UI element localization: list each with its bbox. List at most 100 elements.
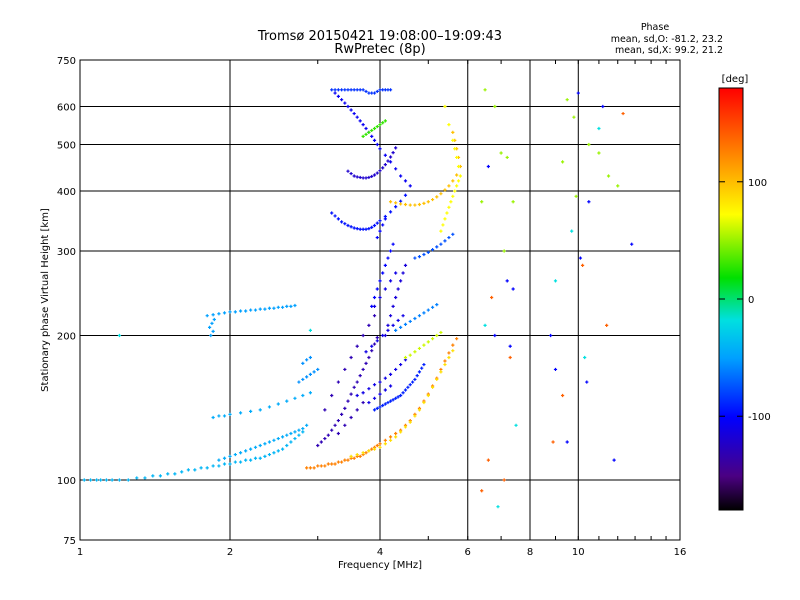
data-point bbox=[426, 200, 430, 204]
data-point bbox=[375, 443, 379, 448]
data-point bbox=[367, 227, 371, 231]
data-point bbox=[430, 197, 435, 202]
data-point bbox=[378, 147, 382, 151]
data-point bbox=[117, 478, 122, 482]
data-point bbox=[233, 452, 237, 457]
data-point bbox=[511, 200, 515, 204]
data-point bbox=[417, 314, 422, 318]
data-point bbox=[267, 452, 272, 457]
data-point bbox=[386, 159, 390, 163]
data-point bbox=[560, 393, 565, 398]
data-point bbox=[370, 134, 374, 138]
data-point bbox=[276, 305, 280, 309]
data-point bbox=[340, 460, 344, 464]
data-point bbox=[253, 308, 258, 312]
data-point bbox=[263, 454, 267, 459]
data-point bbox=[413, 256, 417, 260]
data-point bbox=[403, 355, 408, 360]
data-point bbox=[166, 472, 170, 476]
data-point bbox=[458, 174, 463, 178]
data-point bbox=[355, 88, 359, 92]
data-point bbox=[305, 358, 309, 362]
data-point bbox=[381, 403, 385, 408]
data-point bbox=[82, 478, 86, 482]
data-point bbox=[439, 330, 443, 335]
data-point bbox=[422, 400, 426, 405]
data-point bbox=[451, 194, 455, 198]
data-point bbox=[502, 249, 506, 253]
data-point bbox=[205, 314, 209, 318]
data-point bbox=[364, 227, 368, 231]
data-point bbox=[346, 458, 350, 462]
data-point bbox=[447, 355, 451, 360]
data-point bbox=[388, 438, 393, 442]
data-point bbox=[253, 456, 258, 460]
data-point bbox=[370, 344, 374, 348]
data-point bbox=[323, 464, 327, 468]
data-point bbox=[451, 232, 455, 236]
data-point bbox=[399, 174, 403, 178]
data-point bbox=[323, 436, 327, 441]
data-point bbox=[383, 442, 387, 446]
data-point bbox=[426, 340, 430, 344]
data-point bbox=[375, 171, 379, 175]
data-point bbox=[301, 361, 305, 365]
data-point bbox=[565, 440, 569, 444]
data-point bbox=[352, 111, 356, 116]
data-point bbox=[372, 138, 377, 142]
data-point bbox=[312, 466, 316, 470]
data-point bbox=[297, 433, 301, 437]
grid-lines bbox=[80, 60, 680, 540]
data-point bbox=[413, 377, 417, 382]
data-point bbox=[378, 88, 382, 92]
x-ticks: 1 2 4 6 8 10 16 bbox=[77, 60, 686, 558]
data-point bbox=[361, 367, 365, 372]
data-point bbox=[326, 462, 330, 466]
data-point bbox=[381, 271, 385, 275]
data-point bbox=[258, 443, 262, 448]
data-point bbox=[346, 104, 350, 109]
data-point bbox=[343, 88, 347, 92]
data-point bbox=[417, 346, 422, 351]
data-point bbox=[349, 171, 353, 176]
data-point bbox=[346, 88, 350, 92]
data-point bbox=[447, 351, 451, 355]
data-point bbox=[511, 287, 515, 291]
data-point bbox=[386, 328, 390, 332]
data-point bbox=[340, 412, 344, 417]
data-point bbox=[358, 374, 362, 378]
data-point bbox=[455, 173, 459, 177]
data-point bbox=[330, 428, 334, 432]
y-tick-label: 400 bbox=[57, 187, 76, 198]
data-point bbox=[361, 176, 365, 180]
data-point bbox=[319, 440, 323, 444]
data-point bbox=[361, 333, 365, 338]
data-point bbox=[375, 336, 379, 340]
data-point bbox=[383, 333, 387, 338]
data-point bbox=[388, 372, 393, 376]
data-point bbox=[349, 415, 353, 420]
data-point bbox=[388, 279, 393, 283]
data-point bbox=[297, 380, 301, 384]
data-point bbox=[333, 91, 337, 95]
data-point bbox=[349, 108, 353, 112]
data-point bbox=[399, 199, 403, 203]
data-point bbox=[447, 184, 451, 188]
data-point bbox=[293, 430, 297, 434]
data-point bbox=[451, 349, 455, 353]
data-point bbox=[308, 466, 313, 470]
x-tick-label: 1 bbox=[77, 547, 83, 558]
data-point bbox=[455, 337, 459, 341]
data-point bbox=[430, 305, 435, 309]
data-point bbox=[388, 155, 393, 159]
data-point bbox=[381, 223, 385, 227]
data-point bbox=[456, 164, 461, 169]
data-point bbox=[386, 323, 390, 327]
data-point bbox=[480, 200, 484, 204]
data-point bbox=[352, 226, 356, 230]
data-point bbox=[293, 303, 297, 308]
data-point bbox=[301, 393, 305, 398]
data-point bbox=[372, 314, 377, 318]
data-point bbox=[435, 245, 439, 249]
data-point bbox=[352, 385, 356, 389]
